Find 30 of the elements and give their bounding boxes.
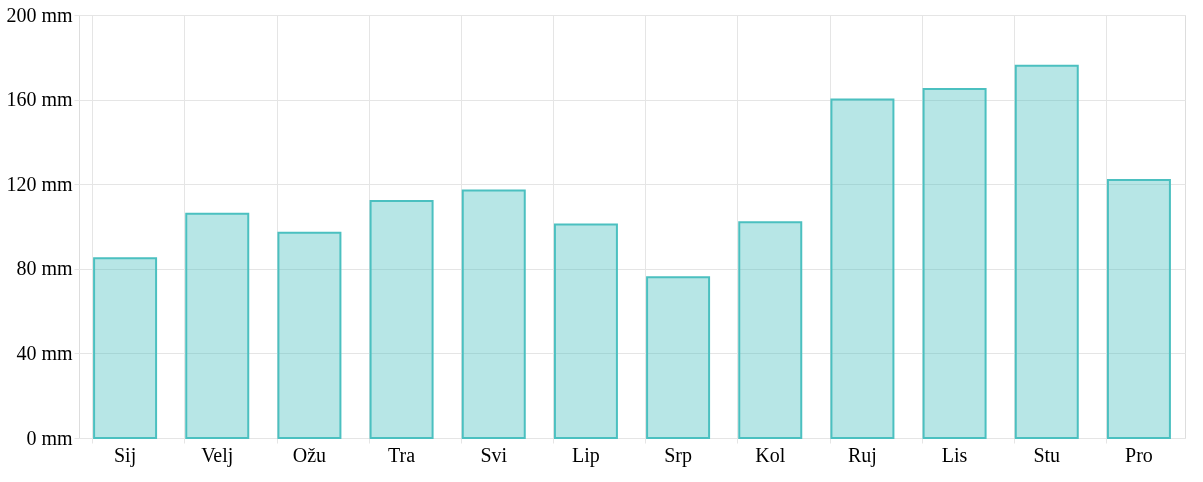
y-tick-label: 40 mm <box>16 341 73 364</box>
bar <box>461 189 526 439</box>
y-tick-label: 160 mm <box>6 88 73 111</box>
bar <box>922 88 987 439</box>
x-tick-label: Svi <box>480 443 508 466</box>
bar <box>738 221 803 439</box>
bar <box>277 231 342 439</box>
x-tick-label: Lip <box>572 443 600 467</box>
x-tick-label: Velj <box>201 443 234 467</box>
bar <box>1014 64 1079 439</box>
x-tick-label: Srp <box>664 443 692 467</box>
x-tick-label: Lis <box>941 443 968 466</box>
bar <box>185 212 250 439</box>
x-tick-label: Ožu <box>292 443 327 466</box>
bar <box>646 276 711 439</box>
x-tick-label: Kol <box>755 443 786 466</box>
bar <box>830 98 895 439</box>
x-tick-label: Stu <box>1033 443 1061 466</box>
y-tick-label: 80 mm <box>16 257 73 280</box>
bar <box>553 223 618 439</box>
y-tick-label: 0 mm <box>26 426 73 449</box>
bar <box>93 257 158 439</box>
x-tick-label: Pro <box>1125 443 1153 466</box>
bar <box>1106 178 1171 439</box>
y-tick-label: 200 mm <box>6 3 73 26</box>
x-tick-label: Sij <box>113 443 137 467</box>
y-tick-label: 120 mm <box>6 172 73 195</box>
bar <box>369 200 434 439</box>
x-tick-label: Tra <box>388 443 416 466</box>
x-tick-label: Ruj <box>847 443 877 467</box>
